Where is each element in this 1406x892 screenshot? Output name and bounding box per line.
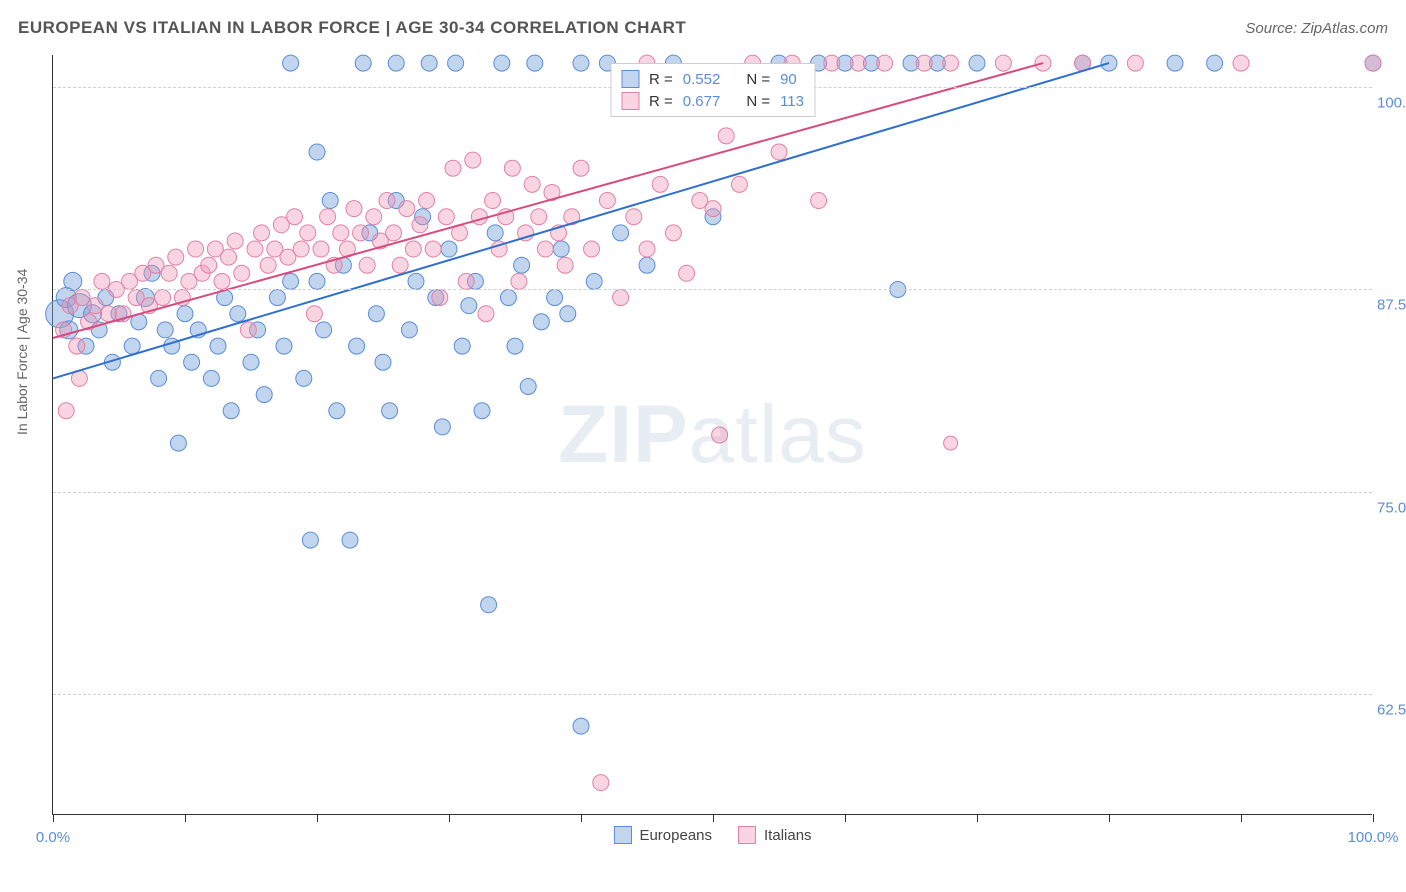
y-tick-label: 75.0% <box>1377 499 1406 516</box>
scatter-svg <box>53 55 1372 814</box>
gridline <box>53 289 1372 290</box>
y-axis-label: In Labor Force | Age 30-34 <box>14 269 30 435</box>
italians-swatch <box>621 92 639 110</box>
correlation-legend: R = 0.552 N = 90 R = 0.677 N = 113 <box>610 63 815 117</box>
x-tick <box>185 814 186 822</box>
n-label: N = <box>746 93 770 110</box>
y-tick-label: 100.0% <box>1377 95 1406 112</box>
legend-item-europeans: Europeans <box>613 826 712 844</box>
x-tick <box>53 814 54 822</box>
r-label: R = <box>649 93 673 110</box>
gridline <box>53 492 1372 493</box>
x-tick-label: 100.0% <box>1348 829 1399 846</box>
correlation-row-italians: R = 0.677 N = 113 <box>621 90 804 112</box>
x-tick <box>845 814 846 822</box>
y-tick-label: 87.5% <box>1377 297 1406 314</box>
source-name: ZipAtlas.com <box>1301 20 1388 37</box>
x-tick <box>1109 814 1110 822</box>
gridline <box>53 694 1372 695</box>
correlation-row-europeans: R = 0.552 N = 90 <box>621 68 804 90</box>
x-tick <box>1373 814 1374 822</box>
r-label: R = <box>649 71 673 88</box>
europeans-label: Europeans <box>639 827 712 844</box>
series-legend: Europeans Italians <box>613 826 811 844</box>
europeans-r-value: 0.552 <box>683 71 721 88</box>
source-attribution: Source: ZipAtlas.com <box>1245 20 1388 37</box>
n-label: N = <box>746 71 770 88</box>
x-tick <box>1241 814 1242 822</box>
italians-r-value: 0.677 <box>683 93 721 110</box>
italians-swatch-icon <box>738 826 756 844</box>
y-tick-label: 62.5% <box>1377 701 1406 718</box>
x-tick-label: 0.0% <box>36 829 70 846</box>
x-tick <box>713 814 714 822</box>
europeans-n-value: 90 <box>780 71 797 88</box>
italians-n-value: 113 <box>780 93 804 110</box>
x-tick <box>317 814 318 822</box>
x-tick <box>581 814 582 822</box>
europeans-swatch <box>621 70 639 88</box>
legend-item-italians: Italians <box>738 826 812 844</box>
italians-label: Italians <box>764 827 812 844</box>
source-prefix: Source: <box>1245 20 1301 37</box>
x-tick <box>449 814 450 822</box>
chart-header: EUROPEAN VS ITALIAN IN LABOR FORCE | AGE… <box>18 18 1388 38</box>
plot-area: ZIPatlas R = 0.552 N = 90 R = 0.677 N = … <box>52 55 1372 815</box>
europeans-swatch-icon <box>613 826 631 844</box>
chart-title: EUROPEAN VS ITALIAN IN LABOR FORCE | AGE… <box>18 18 686 38</box>
x-tick <box>977 814 978 822</box>
